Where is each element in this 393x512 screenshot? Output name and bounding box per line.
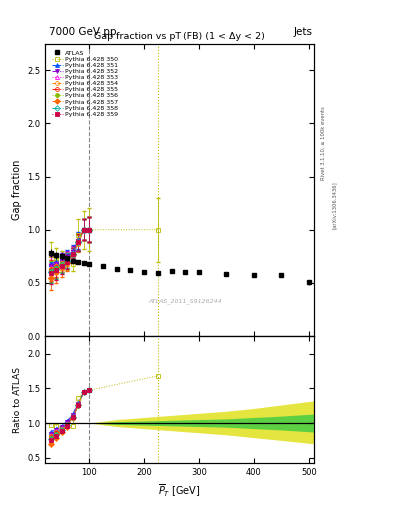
X-axis label: $\overline{P}_T$ [GeV]: $\overline{P}_T$ [GeV] xyxy=(158,483,201,499)
Text: Jets: Jets xyxy=(294,27,312,37)
Text: ATLAS_2011_S9126244: ATLAS_2011_S9126244 xyxy=(149,298,222,304)
Text: [arXiv:1306.3436]: [arXiv:1306.3436] xyxy=(332,181,337,229)
Title: Gap fraction vs pT (FB) (1 < Δy < 2): Gap fraction vs pT (FB) (1 < Δy < 2) xyxy=(94,32,265,41)
Y-axis label: Gap fraction: Gap fraction xyxy=(12,160,22,220)
Y-axis label: Ratio to ATLAS: Ratio to ATLAS xyxy=(13,367,22,433)
Text: 7000 GeV pp: 7000 GeV pp xyxy=(49,27,117,37)
Legend: ATLAS, Pythia 6.428 350, Pythia 6.428 351, Pythia 6.428 352, Pythia 6.428 353, P: ATLAS, Pythia 6.428 350, Pythia 6.428 35… xyxy=(49,48,120,119)
Text: Rivet 3.1.10, ≥ 100k events: Rivet 3.1.10, ≥ 100k events xyxy=(320,106,325,180)
